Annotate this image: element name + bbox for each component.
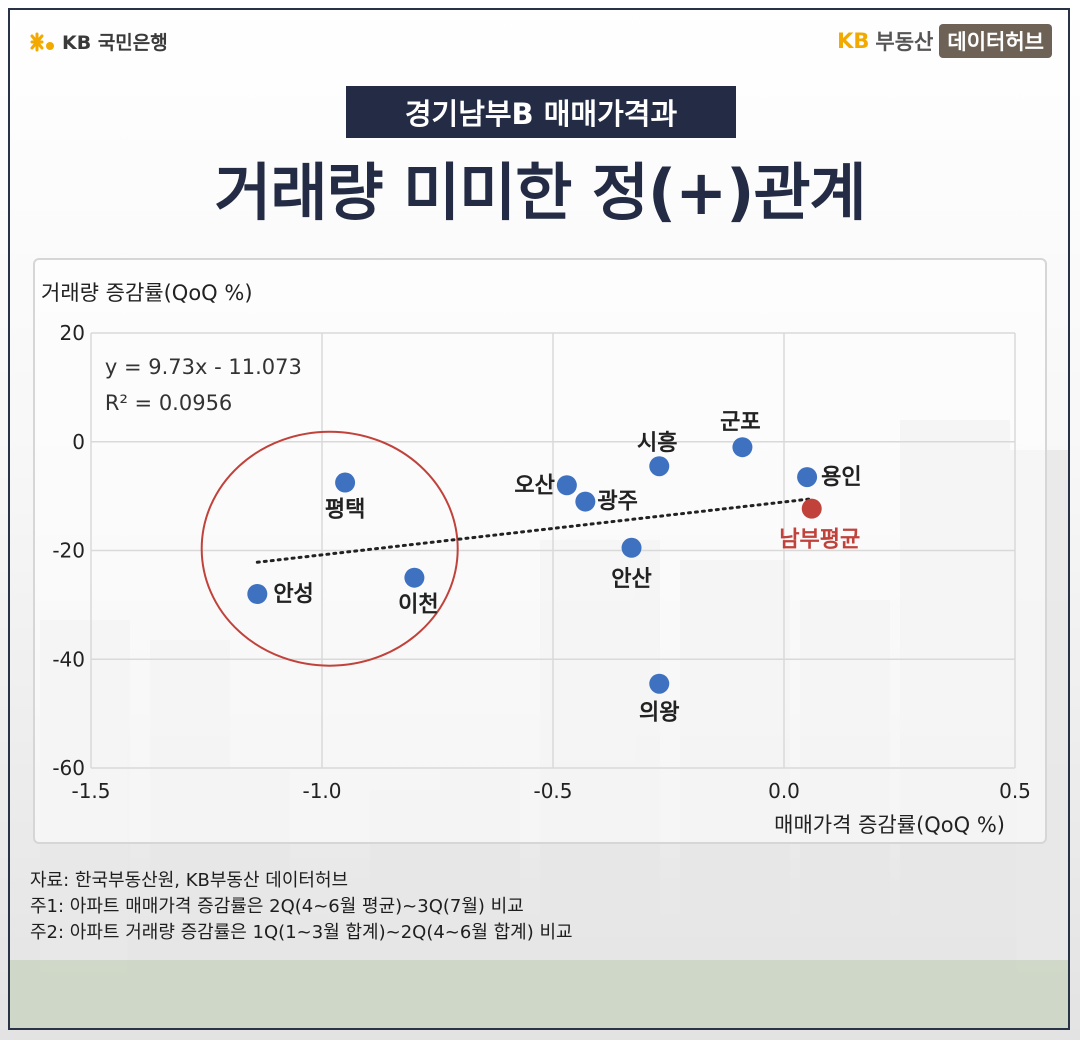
data-label: 안산	[611, 567, 651, 592]
trend-equation: y = 9.73x - 11.073	[105, 355, 302, 379]
realestate-label: 부동산	[875, 30, 934, 54]
data-label: 평택	[325, 498, 365, 523]
data-label: 의왕	[639, 701, 679, 726]
y-tick-label: -20	[52, 539, 85, 563]
data-label: 군포	[720, 410, 760, 435]
kb-bank-label: KB 국민은행	[62, 32, 168, 54]
data-point	[247, 584, 268, 604]
y-tick-label: -60	[52, 756, 85, 780]
y-tick-label: -40	[52, 647, 85, 671]
scatter-chart: 거래량 증감률(QoQ %) 매매가격 증감률(QoQ %) 20 0 -20 -40 -6…	[41, 281, 1031, 837]
note-1: 주1: 아파트 매매가격 증감률은 2Q(4~6월 평균)~3Q(7월) 비교	[30, 896, 524, 917]
data-point	[797, 467, 818, 488]
data-point	[649, 456, 670, 477]
y-axis-title: 거래량 증감률(QoQ %)	[41, 281, 253, 305]
data-label: 오산	[514, 473, 554, 498]
outer-frame	[8, 8, 1070, 1030]
data-point	[575, 491, 596, 512]
source-note: 자료: 한국부동산원, KB부동산 데이터허브	[30, 870, 349, 891]
data-point	[404, 567, 425, 588]
data-point	[556, 475, 577, 496]
highlight-circle	[200, 430, 459, 667]
datahub-badge: 데이터허브	[939, 24, 1052, 58]
x-tick-label: -0.5	[533, 779, 572, 803]
subtitle: 경기남부B 매매가격과	[346, 86, 736, 138]
x-tick-label: 0.0	[768, 779, 800, 803]
r-squared-label: R² = 0.0956	[105, 391, 232, 415]
note-2: 주2: 아파트 거래량 증감률은 1Q(1~3월 합계)~2Q(4~6월 합계)…	[30, 922, 573, 943]
kb-label: KB	[837, 29, 870, 53]
data-point	[649, 673, 670, 694]
x-tick-label: -1.0	[302, 779, 341, 803]
data-label: 시흥	[637, 431, 677, 456]
data-label: 남부평균	[779, 528, 860, 553]
x-tick-label: -1.5	[71, 779, 110, 803]
kb-bank-logo: KB 국민은행	[28, 28, 168, 55]
trendline	[255, 497, 814, 564]
chart-panel: 거래량 증감률(QoQ %) 매매가격 증감률(QoQ %) 20 0 -20 -40 -6…	[33, 258, 1047, 844]
page-title: 거래량 미미한 정(+)관계	[214, 156, 866, 229]
x-tick-label: 0.5	[999, 779, 1031, 803]
footnotes: 자료: 한국부동산원, KB부동산 데이터허브 주1: 아파트 매매가격 증감률…	[30, 868, 573, 946]
data-point	[732, 437, 753, 458]
data-point	[801, 498, 822, 519]
y-tick-label: 0	[72, 430, 85, 454]
kb-realestate-logo: KB 부동산 데이터허브	[837, 24, 1052, 58]
data-label: 광주	[597, 490, 637, 515]
data-label: 이천	[398, 593, 438, 618]
y-tick-label: 20	[60, 321, 85, 345]
data-label: 용인	[821, 465, 861, 490]
kb-star-icon	[30, 32, 54, 51]
data-point	[335, 472, 356, 493]
data-label: 안성	[273, 582, 313, 607]
x-axis-title: 매매가격 증감률(QoQ %)	[774, 813, 1005, 837]
data-point	[621, 537, 642, 558]
